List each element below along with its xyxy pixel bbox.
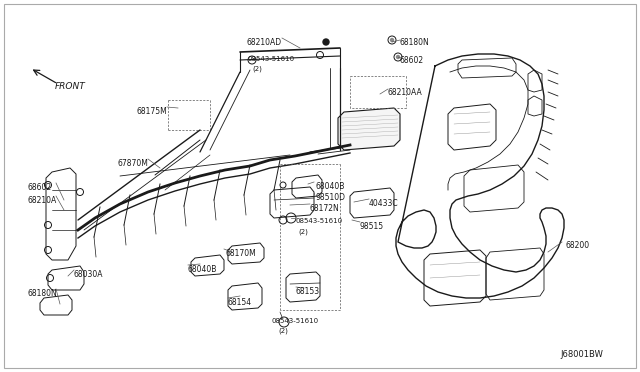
Circle shape xyxy=(323,39,329,45)
Text: 68040B: 68040B xyxy=(315,182,344,191)
Text: 68153: 68153 xyxy=(296,287,320,296)
Text: 68200: 68200 xyxy=(565,241,589,250)
Text: 68170M: 68170M xyxy=(225,249,256,258)
Text: 68602: 68602 xyxy=(28,183,52,192)
Text: 68210AD: 68210AD xyxy=(247,38,282,47)
Text: 68210AA: 68210AA xyxy=(388,88,423,97)
Circle shape xyxy=(390,38,394,42)
Text: 08543-51610: 08543-51610 xyxy=(248,56,295,62)
Circle shape xyxy=(397,55,399,58)
Polygon shape xyxy=(338,108,400,150)
Text: 68210A: 68210A xyxy=(28,196,57,205)
Text: 98510D: 98510D xyxy=(315,193,345,202)
Text: 68040B: 68040B xyxy=(188,265,218,274)
Text: FRONT: FRONT xyxy=(55,82,86,91)
Text: 40433C: 40433C xyxy=(369,199,399,208)
Text: (2): (2) xyxy=(252,65,262,71)
Text: (2): (2) xyxy=(298,228,308,234)
Text: 68154: 68154 xyxy=(228,298,252,307)
Text: 68172N: 68172N xyxy=(310,204,340,213)
Text: 68175M: 68175M xyxy=(136,107,167,116)
Text: 08543-51610: 08543-51610 xyxy=(272,318,319,324)
Text: 68030A: 68030A xyxy=(74,270,104,279)
Text: 68180N: 68180N xyxy=(400,38,429,47)
Text: 98515: 98515 xyxy=(360,222,384,231)
Text: 68602: 68602 xyxy=(400,56,424,65)
Text: J68001BW: J68001BW xyxy=(560,350,603,359)
Text: 67870M: 67870M xyxy=(117,159,148,168)
Text: 68180N: 68180N xyxy=(28,289,58,298)
Text: 08543-51610: 08543-51610 xyxy=(295,218,342,224)
Text: (2): (2) xyxy=(278,328,288,334)
